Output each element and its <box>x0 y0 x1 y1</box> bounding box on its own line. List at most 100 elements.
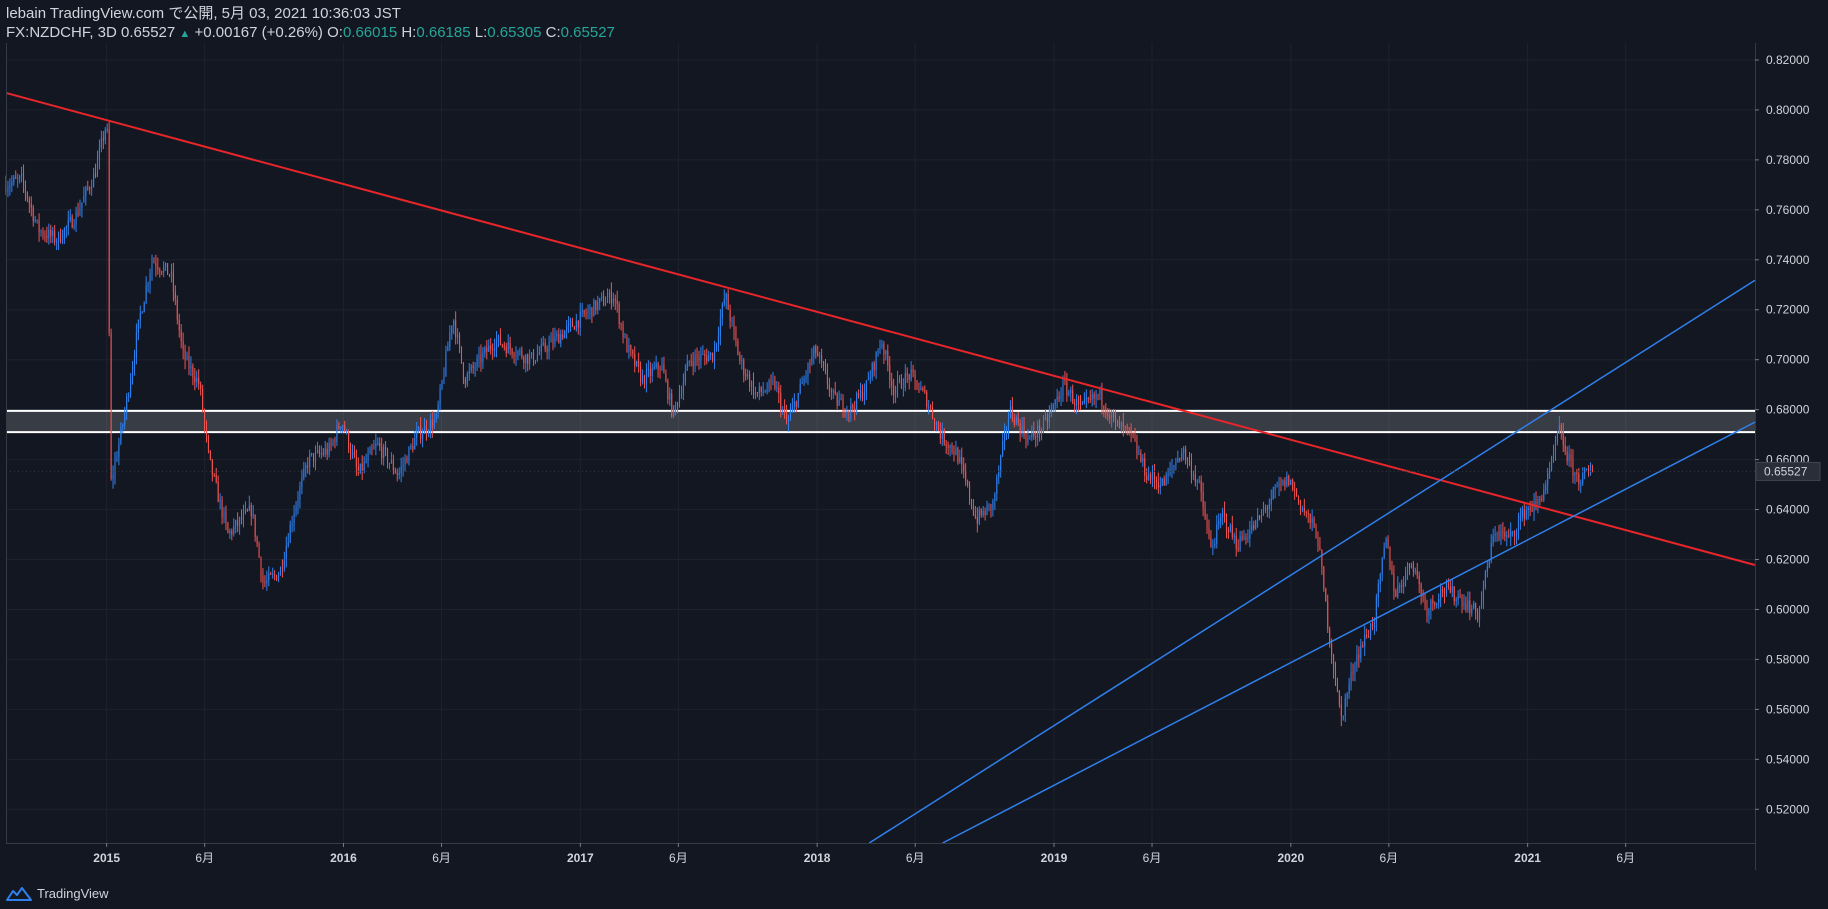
candle-body <box>1231 524 1233 538</box>
symbol-timeframe[interactable]: FX:NZDCHF, 3D <box>6 24 117 41</box>
publish-info: lebain TradingView.com で公開, 5月 03, 2021 … <box>6 5 401 22</box>
candle-body <box>1151 471 1154 480</box>
candle-body <box>460 346 463 363</box>
candle-body <box>624 336 626 338</box>
candle-body <box>484 347 486 353</box>
candle-body <box>167 263 169 275</box>
candle-body <box>898 378 901 380</box>
candle-body <box>778 387 780 394</box>
candle-body <box>1580 483 1582 485</box>
candle-body <box>1582 472 1584 484</box>
candle-body <box>893 385 895 396</box>
candle-body <box>889 365 891 381</box>
candle-body <box>700 354 702 361</box>
candle-body <box>813 346 815 357</box>
candle-body <box>497 335 500 340</box>
candle-body <box>1009 406 1011 418</box>
candle-body <box>388 463 391 465</box>
candle-body <box>254 514 256 537</box>
candle-body <box>1397 586 1399 597</box>
candle-body <box>188 355 190 369</box>
time-axis[interactable]: 2015 6月 2016 6月 2017 6月 2018 6月 2019 6月 2020 6月 2021… <box>93 843 1635 865</box>
candle-body <box>235 520 237 527</box>
candle-body <box>1508 535 1510 537</box>
candle-body <box>583 310 585 314</box>
candle-body <box>7 188 9 192</box>
candle-body <box>9 185 11 189</box>
candle-body <box>791 405 793 413</box>
candle-body <box>1011 406 1013 419</box>
candle-body <box>299 486 301 500</box>
candle-body <box>690 360 692 362</box>
candle-body <box>1447 584 1449 587</box>
candle-body <box>1350 671 1352 684</box>
candle-body <box>1333 655 1335 671</box>
candle-body <box>536 354 538 361</box>
candle-body <box>371 449 373 451</box>
price-axis[interactable]: 0.82000 0.80000 0.78000 0.76000 0.74000 0.720… <box>1755 53 1810 816</box>
candle-body <box>819 355 821 357</box>
candle-body <box>914 372 916 381</box>
candle-body <box>988 503 990 506</box>
time-tick-label: 2018 <box>804 851 831 865</box>
candle-body <box>159 269 161 272</box>
candle-body <box>229 530 231 534</box>
brand-name: TradingView <box>37 886 109 901</box>
candle-body <box>838 399 840 406</box>
candle-body <box>1297 496 1300 501</box>
candle-body <box>1562 431 1564 446</box>
candle-body <box>507 342 509 354</box>
candle-body <box>126 396 128 413</box>
candle-body <box>1290 479 1292 485</box>
candle-body <box>1202 492 1204 508</box>
tradingview-branding[interactable]: TradingView <box>6 886 109 901</box>
candle-body <box>842 398 844 412</box>
candle-body <box>19 175 21 179</box>
candle-body <box>641 375 644 382</box>
candle-body <box>15 177 17 179</box>
candle-body <box>124 412 126 425</box>
candle-body <box>412 445 414 450</box>
candle-body <box>172 271 174 292</box>
candle-body <box>1148 473 1150 481</box>
candle-body <box>579 311 581 328</box>
candle-body <box>566 325 568 331</box>
candle-body <box>1346 693 1348 699</box>
candle-body <box>1463 602 1465 607</box>
candle-body <box>1089 398 1091 400</box>
candle-body <box>367 454 369 462</box>
candle-body <box>279 567 282 576</box>
candle-body <box>861 390 864 399</box>
candle-body <box>1115 417 1117 421</box>
candle-body <box>766 389 768 392</box>
candle-body <box>523 357 525 364</box>
candle-body <box>548 342 550 352</box>
support-resistance-zone[interactable] <box>6 409 1755 434</box>
candle-body <box>1120 422 1122 429</box>
candle-body <box>1475 602 1477 612</box>
trendlines[interactable] <box>5 91 1756 844</box>
candle-body <box>636 361 638 366</box>
candle-body <box>797 392 799 407</box>
candle-body <box>538 352 540 355</box>
candle-body <box>17 178 19 180</box>
candle-body <box>340 426 342 429</box>
candle-body <box>470 365 472 371</box>
candle-body <box>943 430 945 444</box>
candle-body <box>400 466 402 473</box>
candle-body <box>645 369 647 385</box>
candle-body <box>1212 546 1214 548</box>
candle-body <box>1153 471 1156 481</box>
candle-body <box>1319 546 1321 551</box>
candle-body <box>1004 430 1006 442</box>
candle-body <box>1233 535 1235 538</box>
candle-body <box>844 411 846 414</box>
candle-body <box>130 380 132 396</box>
candle-body <box>860 390 862 397</box>
candle-body <box>1224 510 1226 516</box>
candle-body <box>760 386 762 392</box>
candle-body <box>1362 645 1364 647</box>
candle-body <box>1171 467 1173 469</box>
candle-body <box>1091 394 1093 400</box>
